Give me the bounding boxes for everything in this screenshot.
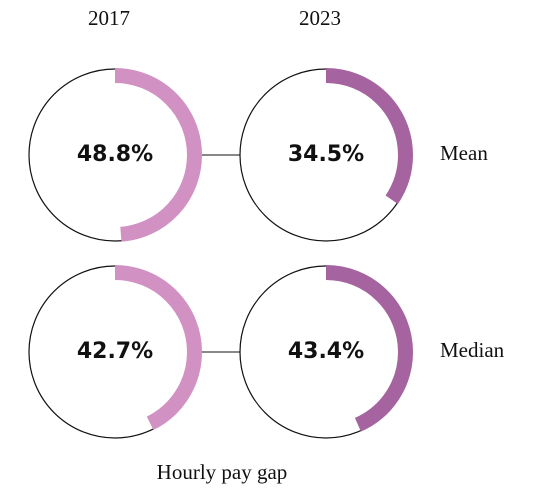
ring-arc: [28, 265, 202, 439]
legend-label: 2017: [88, 6, 130, 30]
ring-arc: [239, 68, 413, 242]
x-axis-label: Hourly pay gap: [157, 460, 288, 484]
row-label: Median: [440, 338, 505, 362]
legend-label: 2023: [299, 6, 341, 30]
ring-arc: [28, 68, 202, 242]
ring-arc: [239, 265, 413, 439]
value-label: 48.8%: [77, 142, 153, 167]
value-label: 43.4%: [288, 339, 364, 364]
row-label: Mean: [440, 141, 488, 165]
value-label: 34.5%: [288, 142, 364, 167]
value-label: 42.7%: [77, 339, 153, 364]
